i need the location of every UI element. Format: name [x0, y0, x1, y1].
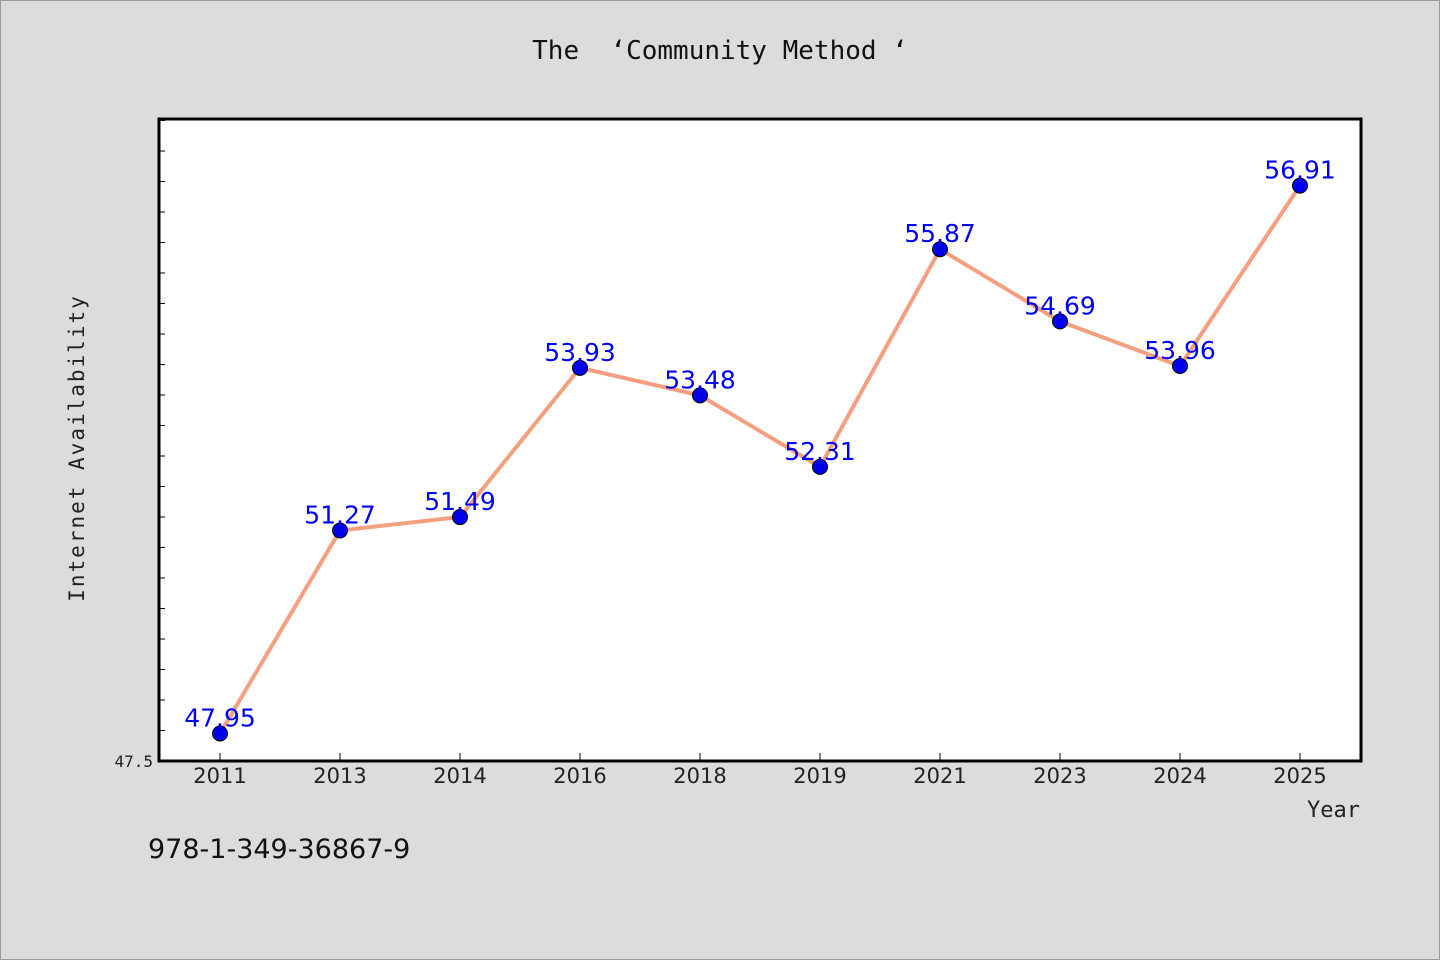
series-group: 47.95 51.27 51.49 53.93 53.48 52.31 55.87 54.69…	[184, 156, 1336, 742]
isbn-text: 978-1-349-36867-9	[148, 834, 411, 865]
x-tick-label: 2024	[1153, 764, 1206, 788]
plot-area	[157, 117, 1363, 763]
data-label: 51.49	[424, 487, 496, 516]
data-point	[572, 359, 588, 376]
x-tick-label: 2013	[313, 764, 366, 788]
data-label: 53.96	[1144, 336, 1216, 365]
x-tick-label: 2019	[793, 764, 846, 788]
data-label: 51.27	[304, 500, 376, 529]
x-tick-label: 2023	[1033, 764, 1086, 788]
y-axis-ticks	[159, 120, 165, 762]
data-point	[1052, 313, 1068, 330]
y-axis-label: Internet Availability	[65, 294, 89, 602]
x-tick-label: 2021	[913, 764, 966, 788]
data-label: 53.48	[664, 365, 736, 394]
y-tick-label: 47.5	[114, 752, 153, 771]
data-label: 54.69	[1024, 291, 1096, 320]
x-tick-label: 2011	[193, 764, 246, 788]
data-point	[332, 522, 348, 539]
data-point	[692, 387, 708, 404]
data-point	[812, 458, 828, 475]
data-point	[1172, 358, 1188, 375]
chart-title: The ‘Community Method ‘	[532, 36, 908, 66]
data-label: 52.31	[784, 437, 856, 466]
data-point	[932, 241, 948, 258]
data-label: 55.87	[904, 219, 976, 248]
series-line	[218, 184, 1302, 735]
x-axis-label: Year	[1307, 798, 1360, 823]
x-tick-label: 2025	[1273, 764, 1326, 788]
data-point	[212, 725, 228, 742]
x-axis-ticks: 2011 2013 2014 2016 2018 2019 2021 2023 2024 2025	[193, 753, 1327, 788]
data-label: 56.91	[1264, 156, 1336, 185]
x-tick-label: 2016	[553, 764, 606, 788]
x-tick-label: 2018	[673, 764, 726, 788]
data-point	[452, 509, 468, 526]
x-tick-label: 2014	[433, 764, 486, 788]
data-label: 53.93	[544, 338, 616, 367]
data-point	[1292, 177, 1308, 194]
data-label: 47.95	[184, 703, 256, 732]
